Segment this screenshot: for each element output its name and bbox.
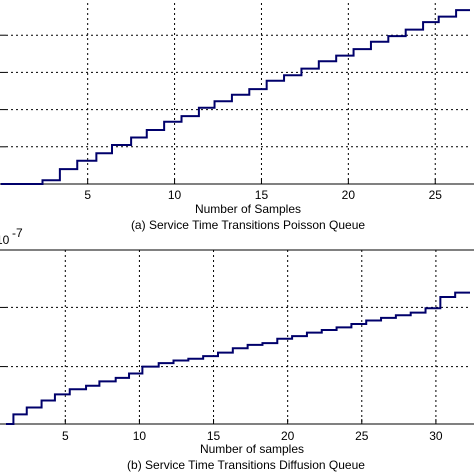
chart-caption: (a) Service Time Transitions Poisson Que… bbox=[131, 218, 365, 232]
panel-b-diffusion: 5 10 15 20 25 30 Number of samples (b) Service … bbox=[0, 226, 474, 472]
x-tick-label: 20 bbox=[281, 429, 295, 443]
x-axis-label: Number of samples bbox=[200, 442, 304, 456]
x-tick-label: 25 bbox=[355, 429, 369, 443]
x-tick-label: 15 bbox=[255, 188, 269, 202]
x-tick-label: 5 bbox=[62, 429, 69, 443]
x-tick-label: 5 bbox=[84, 188, 91, 202]
y-exponent-power: -7 bbox=[12, 226, 23, 240]
x-tick-label: 10 bbox=[168, 188, 182, 202]
panel-a-poisson: 5 10 15 20 25 Number of Samples (a) Service Ti… bbox=[0, 0, 474, 232]
series-line bbox=[0, 9, 470, 185]
x-axis-label: Number of Samples bbox=[195, 202, 301, 216]
chart-caption: (b) Service Time Transitions Diffusion Q… bbox=[127, 458, 365, 472]
x-tick-label: 20 bbox=[342, 188, 356, 202]
series-line bbox=[6, 291, 470, 425]
x-tick-label: 10 bbox=[133, 429, 147, 443]
y-exponent-label: 10 bbox=[0, 233, 10, 247]
x-tick-label: 15 bbox=[207, 429, 221, 443]
x-tick-label: 30 bbox=[429, 429, 443, 443]
x-tick-label: 25 bbox=[429, 188, 443, 202]
